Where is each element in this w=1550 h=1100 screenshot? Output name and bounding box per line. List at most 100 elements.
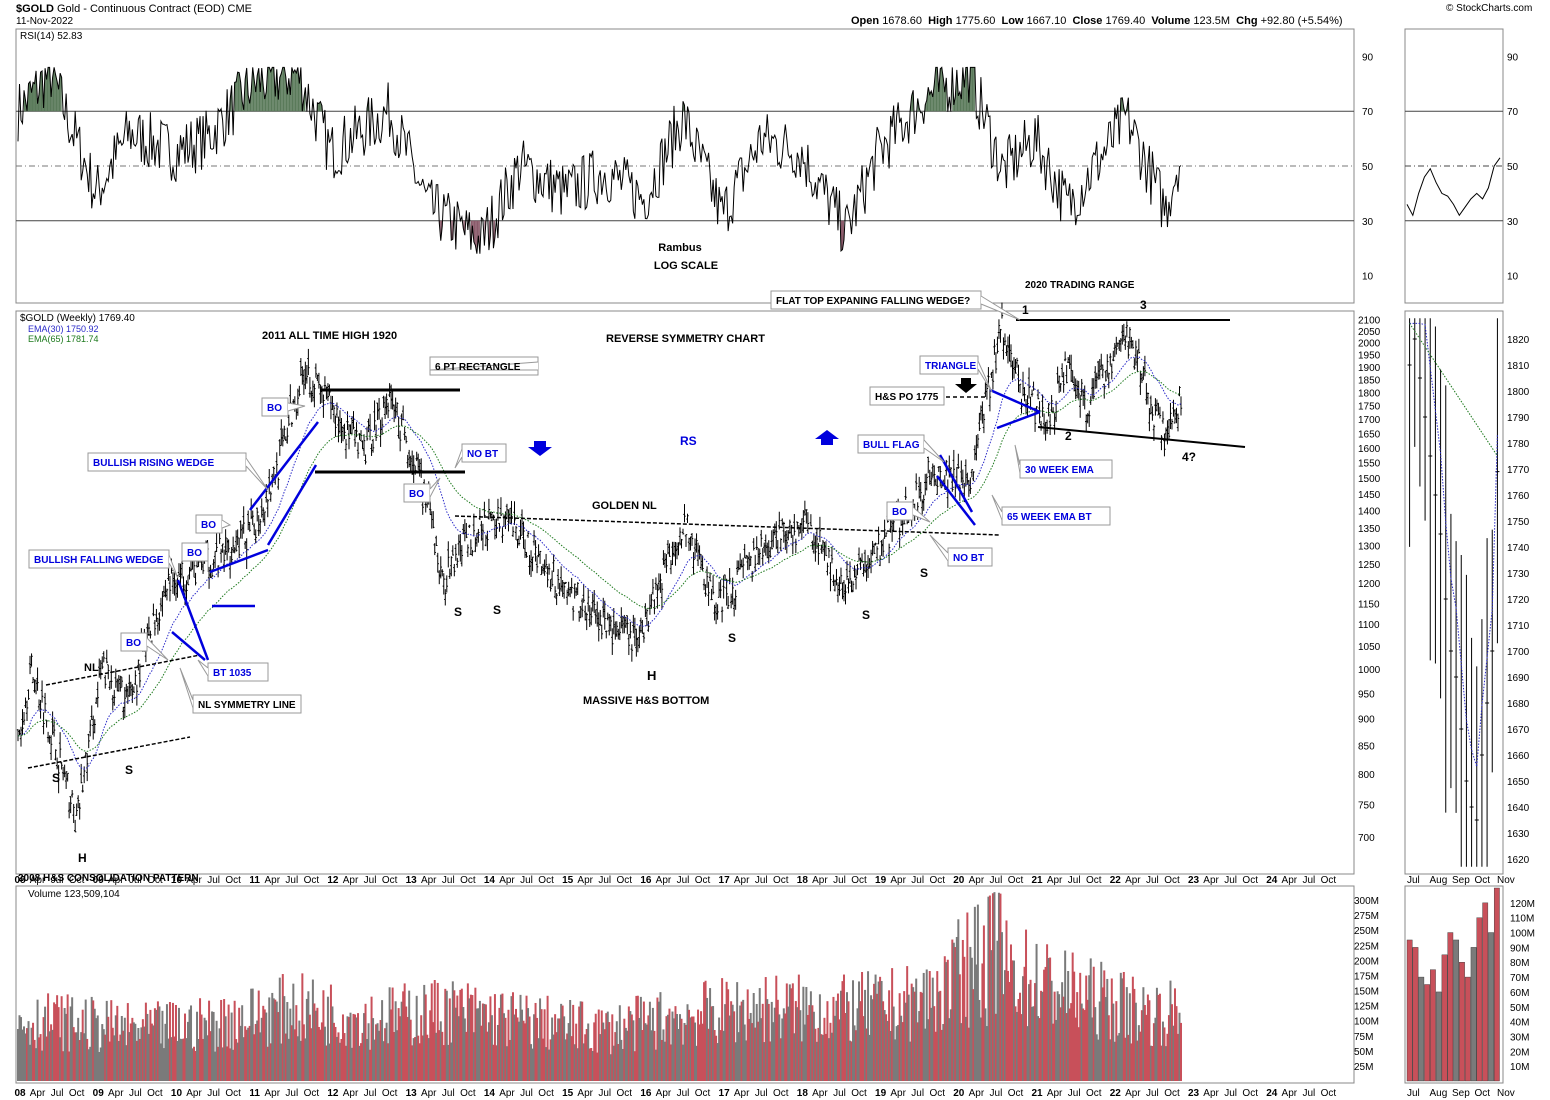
- volume-bar: [272, 998, 275, 1081]
- volume-bar: [793, 1033, 796, 1081]
- volume-bar: [468, 998, 471, 1081]
- volume-bar: [347, 1017, 350, 1081]
- volume-bar: [710, 1006, 713, 1081]
- volume-bar: [794, 1001, 797, 1081]
- inset-volume-tick: 10M: [1510, 1062, 1529, 1073]
- volume-bar: [134, 1023, 137, 1081]
- volume-bar: [755, 1003, 758, 1081]
- volume-bar: [991, 893, 994, 1081]
- volume-bar: [898, 993, 901, 1081]
- volume-bar: [89, 1046, 92, 1081]
- price-x-tick: Oct: [538, 875, 554, 886]
- bo-callout-6-pointer: [912, 506, 931, 523]
- inset-price-tick: 1710: [1507, 621, 1530, 632]
- triangle-bottom: [996, 410, 1041, 430]
- inset-volume-tick: 20M: [1510, 1047, 1529, 1058]
- volume-bar: [724, 1004, 727, 1081]
- rising-wedge-top: [249, 421, 319, 511]
- volume-bar: [788, 984, 791, 1081]
- volume-bar: [600, 1010, 603, 1081]
- inset-x-tick: Nov: [1497, 875, 1515, 886]
- volume-bar: [1079, 972, 1082, 1081]
- volume-bar: [1012, 960, 1015, 1081]
- volume-bar: [712, 1006, 715, 1081]
- triangle-callout-pointer: [977, 360, 993, 393]
- volume-bar: [301, 973, 304, 1081]
- volume-bar: [57, 1007, 60, 1081]
- volume-bar: [952, 942, 955, 1081]
- volume-x-tick: 13: [406, 1088, 418, 1099]
- inset-volume-bar: [1435, 991, 1442, 1082]
- volume-bar: [877, 981, 880, 1081]
- volume-bar: [311, 979, 314, 1081]
- volume-bar: [1062, 996, 1065, 1081]
- volume-bar: [355, 1017, 358, 1081]
- volume-bar: [29, 1044, 32, 1081]
- close-label: Close: [1072, 15, 1103, 27]
- bo-callout-5-text: BO: [126, 638, 141, 649]
- price-x-tick: 10: [171, 875, 183, 886]
- volume-bar: [964, 1016, 967, 1081]
- price-legend: $GOLD (Weekly) 1769.40: [20, 313, 135, 324]
- rsi-overbought-fill: [40, 70, 43, 112]
- volume-bar: [882, 1001, 885, 1081]
- volume-bar: [84, 999, 87, 1081]
- volume-bar: [1145, 1014, 1148, 1081]
- volume-bar: [251, 988, 254, 1081]
- rsi-overbought-fill: [60, 73, 62, 112]
- volume-bar: [72, 1027, 75, 1081]
- volume-bar: [492, 1044, 495, 1081]
- volume-bar: [779, 1038, 782, 1081]
- volume-bar: [737, 1032, 740, 1081]
- volume-bar: [1166, 1033, 1169, 1081]
- inset-vol-x-tick: Nov: [1497, 1088, 1515, 1099]
- volume-bar: [695, 1045, 698, 1081]
- volume-bar: [972, 989, 975, 1081]
- falling-wedge-callout-pointer: [168, 554, 179, 579]
- volume-bar: [533, 1014, 536, 1081]
- volume-bar: [639, 996, 642, 1081]
- rising-wedge-callout: BULLISH RISING WEDGE: [87, 452, 269, 491]
- volume-bar: [1121, 978, 1124, 1081]
- volume-bar: [781, 1018, 784, 1081]
- volume-bar: [861, 971, 864, 1081]
- price-x-tick: 19: [875, 875, 887, 886]
- volume-bar: [17, 1028, 19, 1081]
- volume-bar: [1089, 958, 1092, 1081]
- volume-bar: [573, 1044, 576, 1081]
- volume-bar: [346, 1016, 349, 1081]
- volume-bar: [599, 1034, 602, 1081]
- volume-bar: [620, 1039, 623, 1081]
- volume-bar: [260, 1017, 263, 1081]
- price-x-tick: Apr: [264, 875, 280, 886]
- volume-bar: [612, 1045, 615, 1081]
- volume-bar: [26, 1028, 29, 1081]
- volume-bar: [949, 1009, 952, 1081]
- volume-bar: [519, 994, 522, 1081]
- volume-bar: [1055, 1019, 1058, 1081]
- volume-bar: [308, 1014, 311, 1081]
- price-tick-label: 1300: [1358, 542, 1381, 553]
- price-x-tick: Jul: [598, 875, 611, 886]
- inset-price-tick: 1760: [1507, 491, 1530, 502]
- ema30-callout-pointer: [1014, 444, 1021, 474]
- volume-bar: [444, 988, 447, 1081]
- volume-bar: [27, 1021, 30, 1081]
- volume-bar: [343, 1033, 346, 1081]
- volume-tick-label: 250M: [1354, 926, 1379, 937]
- volume-bar: [787, 1006, 790, 1081]
- volume-bar: [709, 988, 712, 1081]
- volume-bar: [879, 976, 882, 1081]
- volume-bar: [703, 982, 706, 1081]
- volume-bar: [704, 980, 707, 1081]
- volume-bar: [481, 1003, 484, 1081]
- volume-bar: [659, 992, 662, 1081]
- volume-x-tick: Jul: [833, 1088, 846, 1099]
- volume-bar: [420, 1015, 423, 1081]
- rsi-oversold-fill: [473, 220, 476, 246]
- price-tick-label: 1950: [1358, 351, 1381, 362]
- volume-bar: [162, 1048, 165, 1081]
- volume-x-tick: Jul: [990, 1088, 1003, 1099]
- volume-bar: [1173, 988, 1176, 1081]
- rsi-overbought-fill: [970, 67, 972, 112]
